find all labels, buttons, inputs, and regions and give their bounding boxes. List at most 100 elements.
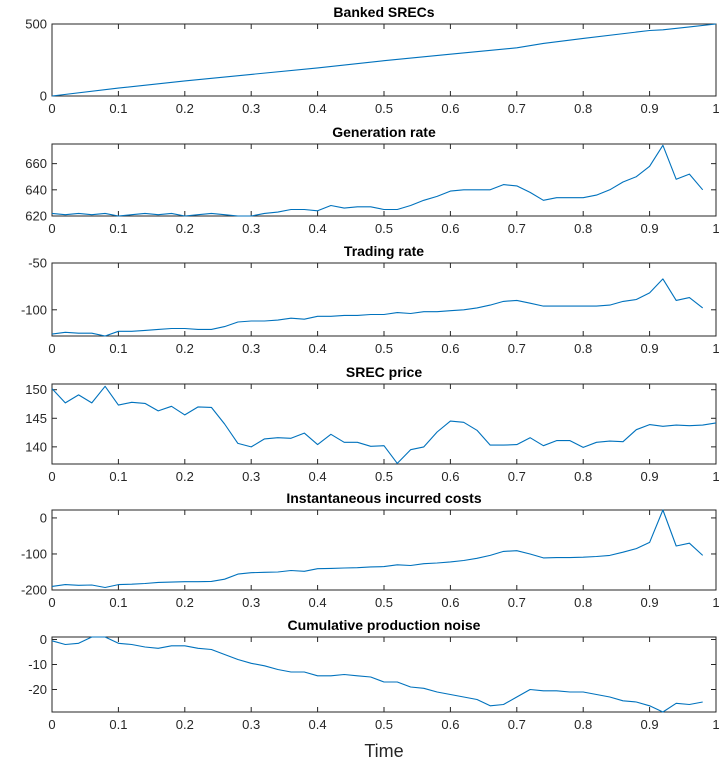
subplot-5: Instantaneous incurred costs 0 0.1 0.2 0.3 0.… xyxy=(21,490,719,610)
subplot-1: Banked SRECs 0 0.1 0.2 0.3 0.4 0.5 0.6 0.7 0.8 0.9… xyxy=(25,4,719,116)
series-line-1 xyxy=(51,23,717,97)
y-tick-label: 150 xyxy=(25,382,47,397)
subplot-3: Trading rate 0 0.1 0.2 0.3 0.4 0.5 0.6 0.7 0.8 0.9… xyxy=(21,243,719,356)
x-tick-label: 0.8 xyxy=(574,221,592,236)
x-tick-label: 0.2 xyxy=(176,101,194,116)
x-tick-label: 0.1 xyxy=(109,469,127,484)
x-tick-label: 0.6 xyxy=(441,469,459,484)
series-line-1 xyxy=(51,144,704,217)
x-tick-label: 0.4 xyxy=(309,717,327,732)
x-tick-label: 0.1 xyxy=(109,101,127,116)
x-tick-label: 0.8 xyxy=(574,717,592,732)
x-tick-label: 0.3 xyxy=(242,717,260,732)
x-tick-label: 0.2 xyxy=(176,469,194,484)
x-tick-label: 0 xyxy=(48,595,55,610)
x-tick-label: 0.3 xyxy=(242,221,260,236)
x-tick-label: 0.9 xyxy=(641,101,659,116)
y-tick-label: -10 xyxy=(28,657,47,672)
y-tick-label: -100 xyxy=(21,302,47,317)
x-tick-label: 0.9 xyxy=(641,595,659,610)
x-tick-label: 0.9 xyxy=(641,341,659,356)
x-tick-label: 0.4 xyxy=(309,221,327,236)
x-tick-label: 0.4 xyxy=(309,341,327,356)
x-tick-label: 0 xyxy=(48,101,55,116)
y-tick-label: 500 xyxy=(25,17,47,32)
y-tick-label: 0 xyxy=(40,89,47,104)
x-axis-label: Time xyxy=(364,741,403,761)
x-tick-label: 0.4 xyxy=(309,595,327,610)
y-tick-label: 0 xyxy=(40,510,47,525)
x-tick-label: 0.6 xyxy=(441,101,459,116)
x-tick-label: 0.1 xyxy=(109,341,127,356)
x-tick-label: 0 xyxy=(48,717,55,732)
x-tick-label: 0.8 xyxy=(574,595,592,610)
y-tick-label: 620 xyxy=(25,209,47,224)
x-tick-label: 1 xyxy=(712,469,719,484)
x-tick-label: 0.9 xyxy=(641,469,659,484)
x-tick-label: 0 xyxy=(48,221,55,236)
x-tick-label: 1 xyxy=(712,717,719,732)
y-tick-label: 145 xyxy=(25,411,47,426)
x-tick-label: 0.4 xyxy=(309,469,327,484)
y-tick-label: 0 xyxy=(40,632,47,647)
subplot-2: Generation rate 0 0.1 0.2 0.3 0.4 0.5 0.6 0.7 0.8… xyxy=(25,124,719,236)
axes-box xyxy=(51,509,717,591)
x-tick-label: 0.5 xyxy=(375,341,393,356)
x-tick-label: 0.4 xyxy=(309,101,327,116)
x-tick-label: 0.2 xyxy=(176,717,194,732)
x-tick-label: 0.3 xyxy=(242,595,260,610)
x-tick-label: 1 xyxy=(712,101,719,116)
x-tick-label: 0.5 xyxy=(375,221,393,236)
x-tick-label: 0.5 xyxy=(375,101,393,116)
x-tick-label: 0.2 xyxy=(176,595,194,610)
series-line-1 xyxy=(51,636,703,713)
x-tick-label: 1 xyxy=(712,341,719,356)
x-tick-label: 0.8 xyxy=(574,469,592,484)
subplot-title: Generation rate xyxy=(332,124,436,140)
x-tick-label: 0.7 xyxy=(508,221,526,236)
x-tick-label: 0 xyxy=(48,341,55,356)
x-tick-label: 0.7 xyxy=(508,469,526,484)
x-tick-label: 0 xyxy=(48,469,55,484)
x-tick-label: 0.8 xyxy=(574,101,592,116)
x-tick-label: 0.5 xyxy=(375,469,393,484)
subplot-title: SREC price xyxy=(346,364,422,380)
axes-box xyxy=(51,262,717,337)
series-line-1 xyxy=(51,278,704,337)
axes-box xyxy=(51,636,717,713)
subplot-title: Banked SRECs xyxy=(333,4,434,20)
axes-box xyxy=(51,383,717,465)
x-tick-label: 1 xyxy=(712,595,719,610)
y-tick-label: 140 xyxy=(25,439,47,454)
y-tick-label: -50 xyxy=(28,256,47,271)
x-tick-label: 0.3 xyxy=(242,101,260,116)
x-tick-label: 0.2 xyxy=(176,341,194,356)
x-tick-label: 1 xyxy=(712,221,719,236)
x-tick-label: 0.6 xyxy=(441,221,459,236)
x-tick-label: 0.9 xyxy=(641,717,659,732)
y-tick-label: 640 xyxy=(25,182,47,197)
subplot-6: Cumulative production noise 0 0.1 0.2 0.3 0.4… xyxy=(28,617,719,761)
x-tick-label: 0.7 xyxy=(508,341,526,356)
x-tick-label: 0.5 xyxy=(375,717,393,732)
y-tick-label: -20 xyxy=(28,682,47,697)
x-tick-label: 0.7 xyxy=(508,595,526,610)
axes-box xyxy=(51,143,717,217)
subplot-title: Trading rate xyxy=(344,243,424,259)
x-tick-label: 0.1 xyxy=(109,717,127,732)
x-tick-label: 0.6 xyxy=(441,595,459,610)
x-tick-label: 0.1 xyxy=(109,595,127,610)
subplot-4: SREC price 0 0.1 0.2 0.3 0.4 0.5 0.6 0.7 0.8 0.9 1 1… xyxy=(25,364,719,484)
x-tick-label: 0.7 xyxy=(508,101,526,116)
x-tick-label: 0.2 xyxy=(176,221,194,236)
subplot-title: Cumulative production noise xyxy=(288,617,481,633)
x-tick-label: 0.5 xyxy=(375,595,393,610)
x-tick-label: 0.7 xyxy=(508,717,526,732)
x-tick-label: 0.1 xyxy=(109,221,127,236)
subplot-title: Instantaneous incurred costs xyxy=(286,490,481,506)
x-tick-label: 0.3 xyxy=(242,469,260,484)
y-tick-label: -100 xyxy=(21,546,47,561)
y-tick-label: 660 xyxy=(25,156,47,171)
x-tick-label: 0.6 xyxy=(441,717,459,732)
